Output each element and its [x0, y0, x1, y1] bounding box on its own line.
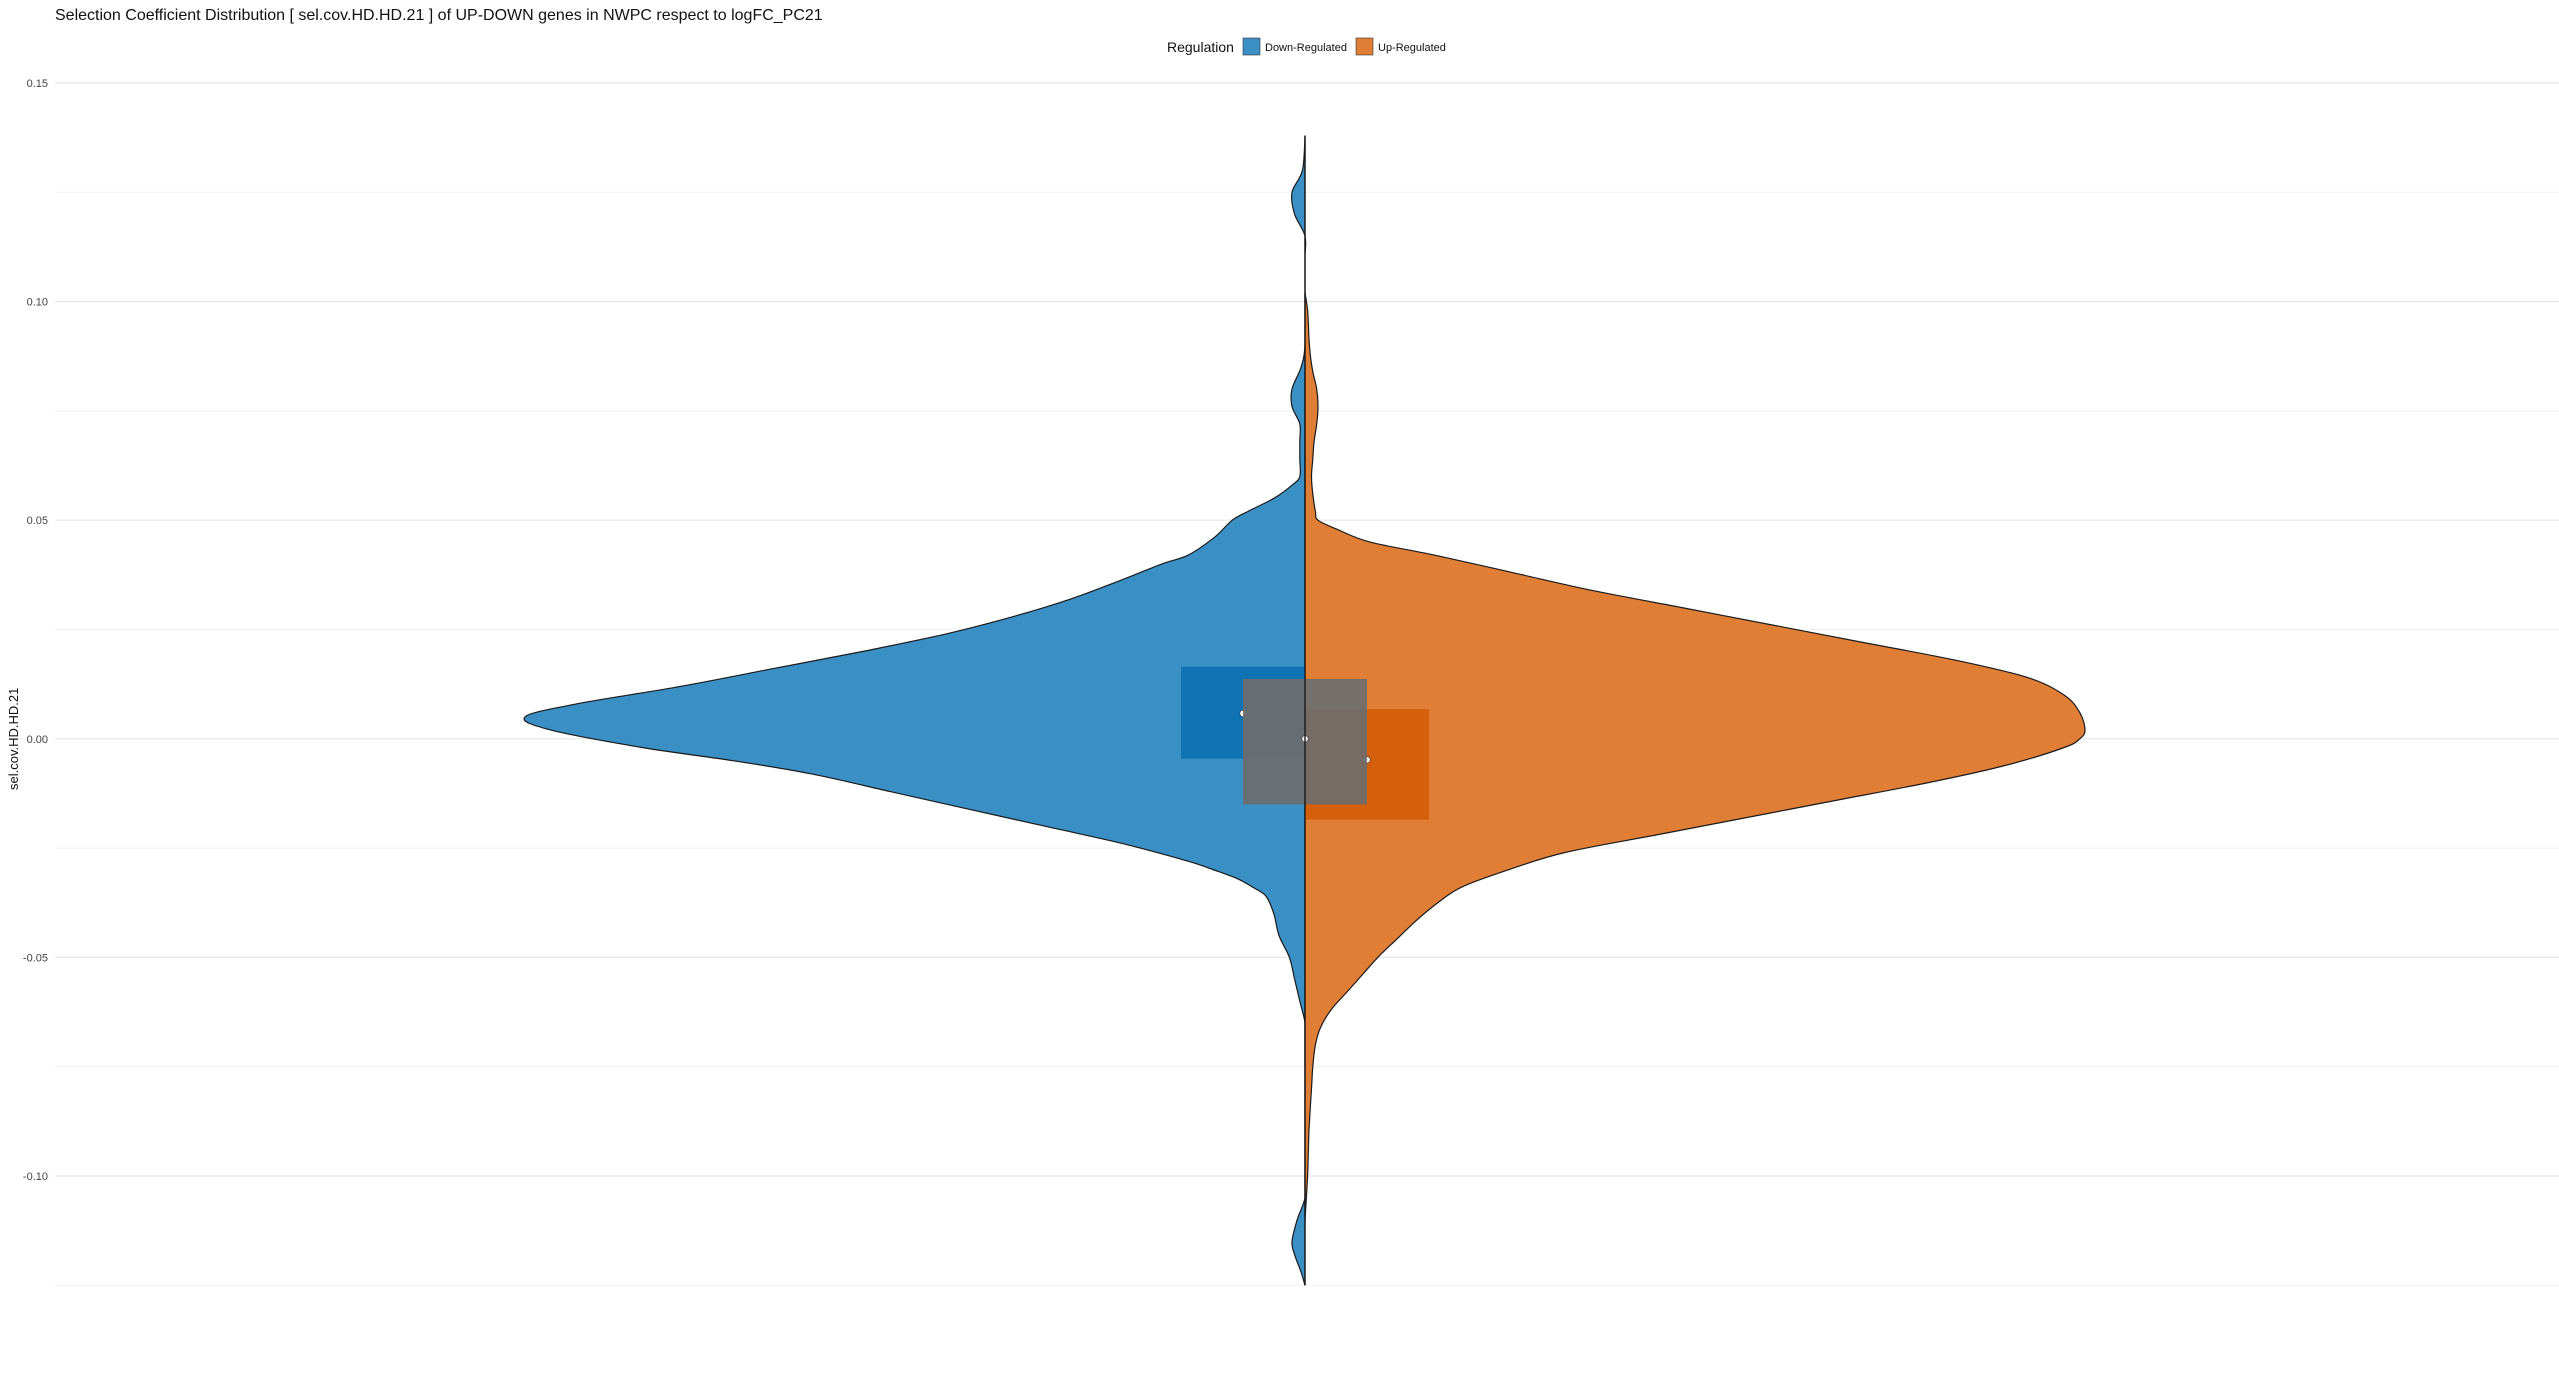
- legend-swatch: [1355, 37, 1374, 56]
- y-tick-label: 0.10: [27, 297, 48, 309]
- half-violin-up-regulated: [1304, 292, 2086, 1220]
- y-axis-label: sel.cov.HD.HD.21: [6, 688, 21, 790]
- legend-swatch: [1242, 37, 1261, 56]
- legend-label: Down-Regulated: [1265, 42, 1347, 54]
- chart-title: Selection Coefficient Distribution [ sel…: [55, 7, 823, 24]
- y-tick-label: 0.00: [27, 734, 48, 746]
- legend-title: Regulation: [1167, 39, 1234, 55]
- legend-label: Up-Regulated: [1378, 42, 1446, 54]
- y-tick-label: 0.05: [27, 515, 48, 527]
- y-tick-label: -0.05: [23, 952, 48, 964]
- legend: Regulation Down-Regulated Up-Regulated: [1167, 37, 1446, 56]
- y-tick-label: 0.15: [27, 78, 48, 90]
- y-tick-label: -0.10: [23, 1171, 48, 1183]
